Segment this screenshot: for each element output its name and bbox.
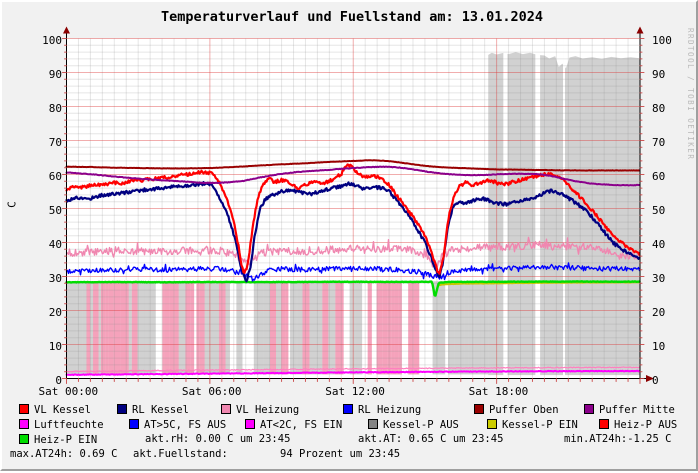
- legend-label: AT>5C, FS AUS: [144, 419, 227, 431]
- y-tick-right-70: 70: [652, 135, 666, 149]
- y-tick-right-10: 10: [652, 339, 666, 353]
- stat-text-akt-fuellstand: akt.Fuellstand:: [133, 449, 228, 460]
- legend-item-at-2c-fs-ein: AT<2C, FS EIN: [245, 419, 342, 431]
- legend-swatch-puffer-mitte: [584, 404, 594, 414]
- legend-item-heiz-p-ein: Heiz-P EIN: [19, 434, 97, 446]
- y-tick-right-40: 40: [652, 237, 666, 251]
- legend-item-kessel-p-ein: Kessel-P EIN: [487, 419, 578, 431]
- y-tick-left-30: 30: [48, 271, 62, 285]
- legend-swatch-rl-kessel: [117, 404, 127, 414]
- graph-title: Temperaturverlauf und Fuellstand am: 13.…: [160, 9, 543, 25]
- legend-label: Luftfeuchte: [34, 419, 104, 431]
- legend-label: Puffer Mitte: [599, 404, 675, 416]
- legend-label: min.AT24h:-1.25 C: [564, 433, 672, 445]
- legend-item-at-5c-fs-aus: AT>5C, FS AUS: [129, 419, 226, 431]
- legend-item-heiz-p-aus: Heiz-P AUS: [599, 419, 677, 431]
- y-tick-right-30: 30: [652, 271, 666, 285]
- y-tick-right-60: 60: [652, 169, 666, 183]
- legend-label: RL Kessel: [132, 404, 189, 416]
- legend-item-puffer-oben: Puffer Oben: [474, 404, 559, 416]
- stat-text-akt-rh-0-00-c-um-23-45: akt.rH: 0.00 C um 23:45: [145, 434, 290, 445]
- legend-label: VL Heizung: [236, 404, 300, 416]
- legend-label: Kessel-P AUS: [383, 419, 459, 431]
- y-tick-left-10: 10: [48, 339, 62, 353]
- legend-swatch-at-2c-fs-ein: [245, 419, 255, 429]
- y-tick-right-0: 0: [652, 373, 659, 387]
- y-tick-right-100: 100: [652, 33, 672, 47]
- stat-text-min-at24h-1-25-c: min.AT24h:-1.25 C: [564, 434, 671, 445]
- legend-swatch-at-5c-fs-aus: [129, 419, 139, 429]
- y-tick-right-80: 80: [652, 101, 666, 115]
- legend-label: RL Heizung: [358, 404, 422, 416]
- legend-item-luftfeuchte: Luftfeuchte: [19, 419, 104, 431]
- stat-text-akt-at-0-65-c-um-23-45: akt.AT: 0.65 C um 23:45: [358, 434, 503, 445]
- x-tick-18: Sat 18:00: [468, 385, 529, 398]
- x-tick-6: Sat 06:00: [181, 385, 242, 398]
- legend-label: VL Kessel: [34, 404, 91, 416]
- legend-label: 94 Prozent um 23:45: [280, 448, 401, 460]
- legend-item-vl-heizung: VL Heizung: [221, 404, 299, 416]
- y-tick-right-20: 20: [652, 305, 666, 319]
- y-tick-left-70: 70: [48, 135, 62, 149]
- legend-label: akt.rH: 0.00 C um 23:45: [145, 433, 291, 445]
- y-tick-right-90: 90: [652, 67, 666, 81]
- legend-swatch-heiz-p-aus: [599, 419, 609, 429]
- legend-swatch-puffer-oben: [474, 404, 484, 414]
- y-axis-unit-label: C: [5, 201, 19, 208]
- stat-text-max-at24h-0-69-c: max.AT24h: 0.69 C: [10, 449, 117, 460]
- legend-label: Heiz-P EIN: [34, 434, 98, 446]
- x-tick-12: Sat 12:00: [325, 385, 385, 398]
- y-tick-left-80: 80: [48, 101, 62, 115]
- legend-label: max.AT24h: 0.69 C: [10, 448, 118, 460]
- y-tick-left-20: 20: [48, 305, 62, 319]
- legend-swatch-luftfeuchte: [19, 419, 29, 429]
- legend-item-puffer-mitte: Puffer Mitte: [584, 404, 675, 416]
- legend-label: AT<2C, FS EIN: [260, 419, 343, 431]
- legend-item-vl-kessel: VL Kessel: [19, 404, 91, 416]
- legend-item-rl-kessel: RL Kessel: [117, 404, 189, 416]
- y-tick-left-90: 90: [48, 67, 62, 81]
- legend-swatch-vl-kessel: [19, 404, 29, 414]
- y-tick-left-0: 0: [55, 373, 62, 387]
- legend-swatch-heiz-p-ein: [19, 434, 29, 444]
- y-tick-left-100: 100: [42, 33, 62, 47]
- legend-label: Kessel-P EIN: [502, 419, 578, 431]
- legend-swatch-vl-heizung: [221, 404, 231, 414]
- legend-label: Puffer Oben: [489, 404, 559, 416]
- legend-item-kessel-p-aus: Kessel-P AUS: [368, 419, 459, 431]
- x-tick-0: Sat 00:00: [38, 385, 99, 398]
- legend-item-rl-heizung: RL Heizung: [343, 404, 421, 416]
- y-tick-right-50: 50: [652, 203, 666, 217]
- legend-label: akt.AT: 0.65 C um 23:45: [358, 433, 504, 445]
- stat-text-94-prozent-um-23-45: 94 Prozent um 23:45: [280, 449, 400, 460]
- legend-swatch-rl-heizung: [343, 404, 353, 414]
- legend-label: akt.Fuellstand:: [133, 448, 228, 460]
- y-tick-left-40: 40: [48, 237, 62, 251]
- y-tick-left-50: 50: [48, 203, 62, 217]
- y-tick-left-60: 60: [48, 169, 62, 183]
- legend-swatch-kessel-p-ein: [487, 419, 497, 429]
- legend-label: Heiz-P AUS: [614, 419, 678, 431]
- legend-swatch-kessel-p-aus: [368, 419, 378, 429]
- chart-plot-canvas: [0, 0, 698, 398]
- rrdtool-watermark: RRDTOOL / TOBI OETIKER: [686, 28, 695, 161]
